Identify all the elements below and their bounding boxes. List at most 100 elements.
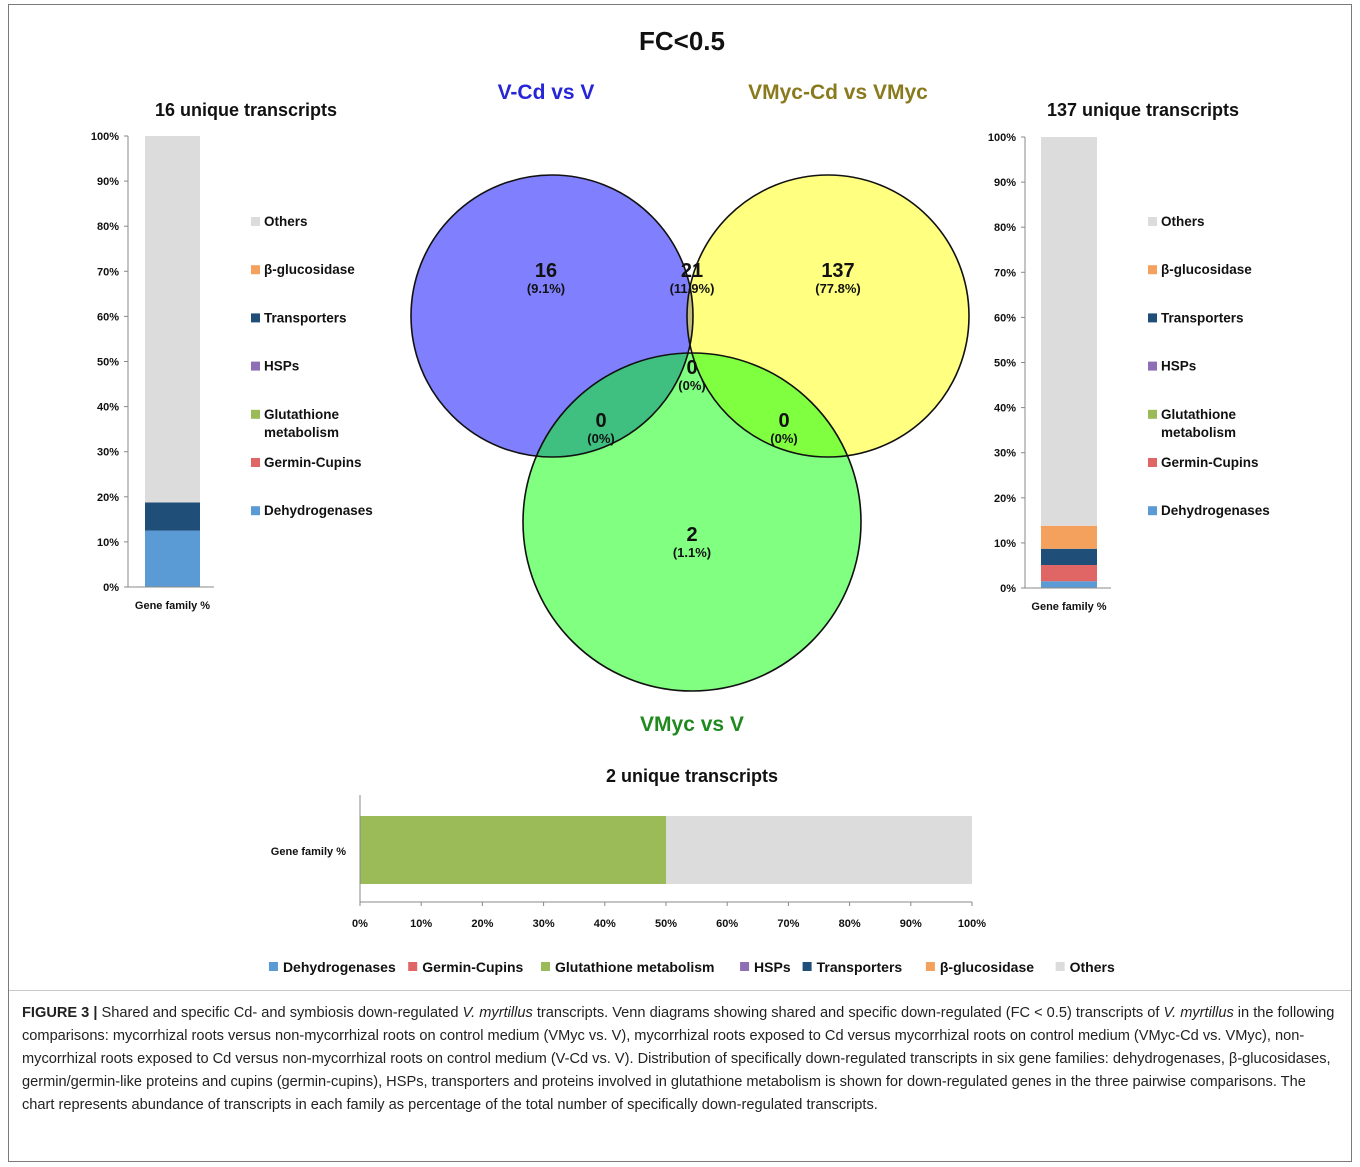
- legend-swatch: [802, 962, 812, 971]
- legend-label: Others: [264, 214, 308, 229]
- venn-count: 0: [778, 410, 789, 432]
- legend-swatch: [251, 361, 260, 371]
- caption-text: in the following comparisons: mycorrhiza…: [22, 1005, 1335, 1113]
- y-tick-label: 20%: [97, 492, 119, 504]
- legend-label: Germin-Cupins: [422, 959, 523, 975]
- caption-divider: [9, 990, 1351, 991]
- y-tick-label: 50%: [97, 357, 119, 369]
- x-tick-label: 40%: [594, 918, 616, 930]
- venn-count: 16: [535, 260, 557, 282]
- legend-swatch: [541, 962, 551, 971]
- legend-label: Others: [1070, 959, 1115, 975]
- caption-species: V. myrtillus: [462, 1005, 533, 1021]
- figure-frame: [8, 4, 1352, 1162]
- legend-swatch: [251, 313, 260, 323]
- venn-count: 0: [595, 410, 606, 432]
- legend-swatch: [251, 506, 260, 516]
- venn-percent: (0%): [770, 431, 797, 446]
- x-tick-label: 90%: [900, 918, 922, 930]
- y-tick-label: 40%: [994, 403, 1016, 415]
- y-tick-label: 0%: [1000, 583, 1016, 595]
- bar-segment-others: [666, 816, 972, 884]
- legend-label: HSPs: [754, 959, 791, 975]
- figure-caption: FIGURE 3 | Shared and specific Cd- and s…: [22, 1002, 1340, 1117]
- venn-outline-v-cd: [410, 174, 694, 458]
- x-tick-label: 100%: [958, 918, 986, 930]
- stacked-bar-chart-137: 137 unique transcripts 0% 10% 20% 30% 40% 50% 6…: [988, 100, 1270, 613]
- chart-title: 137 unique transcripts: [1047, 100, 1239, 120]
- x-tick-label: 70%: [777, 918, 799, 930]
- legend-label: Dehydrogenases: [1161, 503, 1270, 518]
- bar-segment-germin-cupins: [1041, 564, 1097, 582]
- legend-swatch: [1148, 409, 1157, 419]
- bar-segment-glutathione-metabolism: [360, 816, 666, 884]
- legend-swatch: [1055, 962, 1065, 971]
- legend-swatch: [251, 409, 260, 419]
- caption-text: transcripts. Venn diagrams showing share…: [532, 1005, 1164, 1021]
- bottom-legend: Dehydrogenases Germin-Cupins Glutathione m…: [268, 959, 1115, 975]
- bar-segment-transporters: [1041, 548, 1097, 565]
- y-category-label: Gene family %: [271, 846, 346, 858]
- legend-swatch: [1148, 458, 1157, 467]
- x-tick-label: 30%: [533, 918, 555, 930]
- figure-graphic: FC<0.5 V-Cd vs V VMyc-Cd vs VMyc VMyc vs…: [91, 26, 1270, 975]
- legend-swatch: [925, 962, 935, 971]
- legend-label: Transporters: [817, 959, 903, 975]
- y-tick-label: 100%: [988, 132, 1016, 144]
- y-tick-label: 100%: [91, 131, 119, 143]
- legend-label: metabolism: [264, 425, 339, 440]
- legend-label: Glutathione: [264, 407, 339, 422]
- venn-percent: (9.1%): [527, 281, 565, 296]
- legend-swatch: [1148, 506, 1157, 516]
- legend-label: Glutathione metabolism: [555, 959, 714, 975]
- chart-title: 16 unique transcripts: [155, 100, 337, 120]
- y-tick-label: 70%: [97, 266, 119, 278]
- bar-segment--glucosidase: [1041, 525, 1097, 549]
- legend-swatch: [251, 265, 260, 275]
- y-tick-label: 60%: [994, 312, 1016, 324]
- legend-swatch: [408, 962, 418, 971]
- x-category-label: Gene family %: [135, 600, 210, 612]
- y-tick-label: 0%: [103, 582, 119, 594]
- bar-segment-dehydrogenases: [145, 530, 200, 587]
- legend-label: Others: [1161, 214, 1205, 229]
- venn-percent: (77.8%): [815, 281, 861, 296]
- y-tick-label: 40%: [97, 402, 119, 414]
- legend-swatch: [268, 962, 278, 971]
- legend-swatch: [1148, 265, 1157, 275]
- bar-segment-dehydrogenases: [1041, 581, 1097, 588]
- x-tick-label: 60%: [716, 918, 738, 930]
- y-tick-label: 70%: [994, 267, 1016, 279]
- legend-label: β-glucosidase: [1161, 262, 1252, 277]
- legend-swatch: [740, 962, 750, 971]
- y-tick-label: 60%: [97, 311, 119, 323]
- bar-segment-transporters: [145, 502, 200, 531]
- y-tick-label: 80%: [97, 221, 119, 233]
- legend-label: Transporters: [264, 310, 347, 325]
- legend-label: Dehydrogenases: [264, 503, 373, 518]
- legend-label: HSPs: [264, 359, 299, 374]
- venn-percent: (0%): [587, 431, 614, 446]
- y-tick-label: 50%: [994, 358, 1016, 370]
- venn-label-vmyc: VMyc vs V: [640, 713, 744, 736]
- stacked-bar-chart-16: 16 unique transcripts 0% 10% 20% 30% 40% 50% 60…: [91, 100, 373, 612]
- x-tick-label: 0%: [352, 918, 368, 930]
- venn-overlap-v-cd-vmyc: [523, 353, 693, 457]
- legend-label: β-glucosidase: [264, 262, 355, 277]
- legend-label: Germin-Cupins: [264, 455, 362, 470]
- y-tick-label: 10%: [97, 537, 119, 549]
- venn-outline-vmyc: [522, 352, 862, 692]
- y-tick-label: 10%: [994, 538, 1016, 550]
- legend-swatch: [1148, 313, 1157, 323]
- y-tick-label: 80%: [994, 222, 1016, 234]
- venn-percent: (11.9%): [670, 281, 715, 296]
- venn-percent: (0%): [678, 378, 705, 393]
- x-tick-label: 80%: [839, 918, 861, 930]
- chart-title: 2 unique transcripts: [606, 766, 778, 786]
- legend-swatch: [251, 458, 260, 467]
- venn-count: 21: [681, 260, 703, 282]
- legend-label: Glutathione: [1161, 407, 1236, 422]
- venn-percent: (1.1%): [673, 545, 711, 560]
- venn-outline-vmyc-cd: [686, 174, 970, 458]
- venn-count: 0: [686, 357, 697, 379]
